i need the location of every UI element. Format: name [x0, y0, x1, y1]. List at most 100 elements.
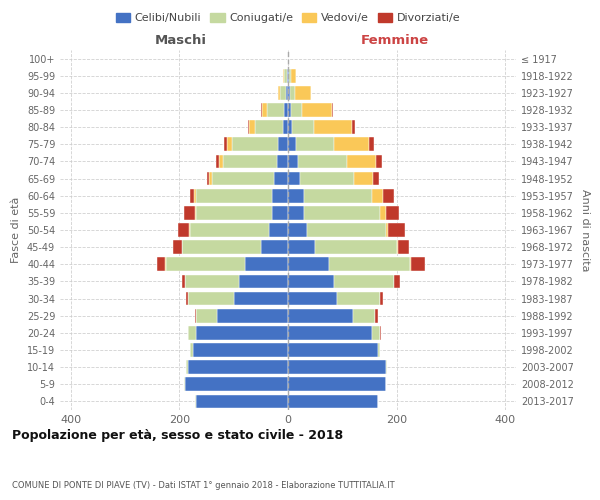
Bar [187, 292, 188, 306]
Bar [380, 326, 382, 340]
Bar [185, 274, 239, 288]
Bar [334, 274, 394, 288]
Bar [386, 360, 387, 374]
Bar [288, 120, 292, 134]
Bar [377, 343, 380, 357]
Legend: Celibi/Nubili, Coniugati/e, Vedovi/e, Divorziati/e: Celibi/Nubili, Coniugati/e, Vedovi/e, Di… [112, 8, 464, 28]
Bar [269, 223, 288, 237]
Bar [196, 206, 272, 220]
Bar [291, 69, 296, 82]
Text: Femmine: Femmine [361, 34, 429, 48]
Bar [289, 69, 291, 82]
Bar [190, 189, 194, 202]
Bar [209, 172, 212, 185]
Bar [398, 240, 409, 254]
Bar [388, 223, 405, 237]
Bar [295, 86, 311, 100]
Bar [278, 86, 280, 100]
Bar [298, 154, 347, 168]
Bar [380, 292, 383, 306]
Bar [184, 206, 194, 220]
Bar [190, 343, 193, 357]
Bar [187, 360, 188, 374]
Bar [370, 138, 374, 151]
Bar [288, 103, 291, 117]
Bar [397, 240, 398, 254]
Bar [337, 292, 380, 306]
Bar [261, 240, 288, 254]
Bar [288, 394, 377, 408]
Bar [277, 154, 288, 168]
Bar [288, 360, 386, 374]
Bar [288, 69, 289, 82]
Bar [193, 343, 288, 357]
Bar [274, 172, 288, 185]
Bar [386, 206, 399, 220]
Text: Popolazione per età, sesso e stato civile - 2018: Popolazione per età, sesso e stato civil… [12, 430, 343, 442]
Bar [249, 120, 256, 134]
Bar [352, 120, 355, 134]
Bar [291, 103, 302, 117]
Bar [173, 240, 182, 254]
Bar [394, 274, 400, 288]
Y-axis label: Anni di nascita: Anni di nascita [580, 188, 590, 271]
Bar [239, 274, 288, 288]
Bar [196, 394, 288, 408]
Bar [278, 138, 288, 151]
Bar [212, 172, 274, 185]
Bar [288, 138, 296, 151]
Bar [182, 240, 261, 254]
Text: Maschi: Maschi [155, 34, 207, 48]
Bar [256, 120, 283, 134]
Bar [188, 360, 288, 374]
Bar [334, 138, 370, 151]
Bar [288, 258, 329, 271]
Bar [332, 103, 333, 117]
Bar [329, 258, 410, 271]
Bar [292, 120, 314, 134]
Bar [410, 258, 411, 271]
Bar [194, 189, 196, 202]
Bar [196, 189, 272, 202]
Bar [314, 120, 352, 134]
Bar [283, 120, 288, 134]
Bar [383, 189, 394, 202]
Bar [157, 258, 166, 271]
Bar [386, 223, 388, 237]
Bar [372, 189, 383, 202]
Bar [304, 206, 380, 220]
Bar [262, 103, 268, 117]
Bar [411, 258, 425, 271]
Bar [284, 69, 287, 82]
Bar [286, 86, 288, 100]
Bar [188, 326, 196, 340]
Bar [304, 189, 372, 202]
Bar [166, 258, 245, 271]
Bar [194, 206, 196, 220]
Bar [223, 154, 277, 168]
Bar [288, 240, 315, 254]
Bar [280, 86, 286, 100]
Bar [288, 206, 304, 220]
Bar [347, 154, 376, 168]
Bar [217, 309, 288, 322]
Bar [272, 189, 288, 202]
Bar [182, 274, 185, 288]
Bar [234, 292, 288, 306]
Bar [196, 309, 217, 322]
Bar [185, 378, 288, 391]
Bar [288, 378, 386, 391]
Bar [296, 138, 334, 151]
Bar [283, 69, 284, 82]
Bar [245, 258, 288, 271]
Bar [373, 172, 379, 185]
Bar [290, 86, 295, 100]
Bar [284, 103, 288, 117]
Bar [315, 240, 397, 254]
Bar [288, 86, 290, 100]
Bar [190, 223, 269, 237]
Bar [272, 206, 288, 220]
Bar [288, 292, 337, 306]
Bar [288, 189, 304, 202]
Y-axis label: Fasce di età: Fasce di età [11, 197, 21, 263]
